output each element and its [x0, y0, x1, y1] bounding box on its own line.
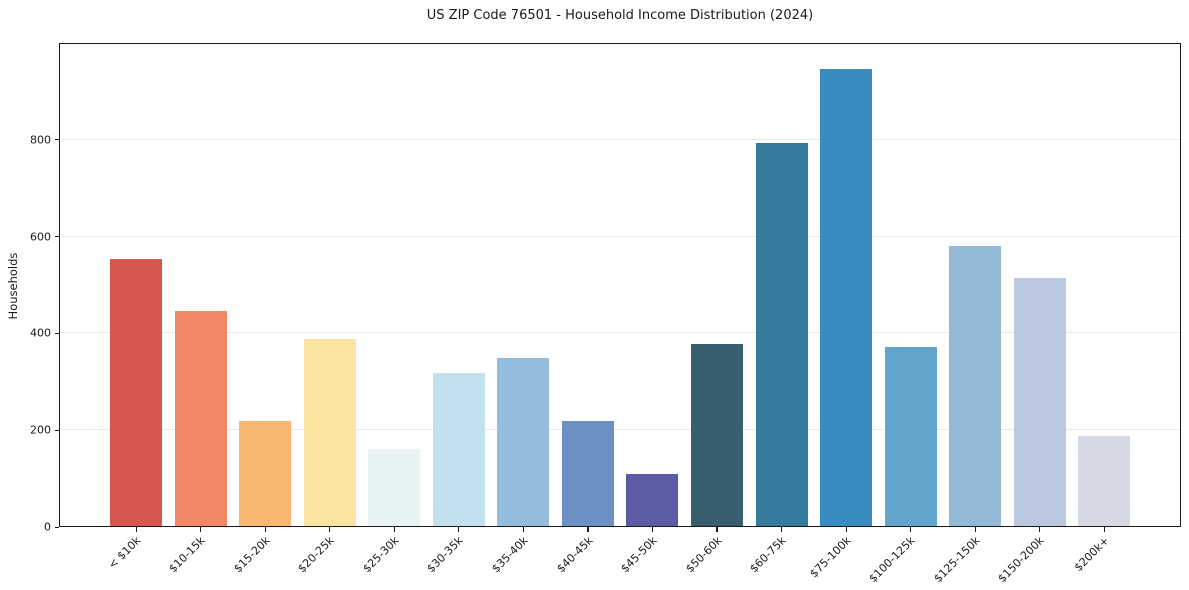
- x-tick-mark-9: [716, 527, 718, 532]
- x-tick-label-15-20k: $15-20k: [231, 534, 273, 576]
- chart-title: US ZIP Code 76501 - Household Income Dis…: [426, 8, 814, 23]
- bar-25-30k: [368, 449, 421, 526]
- x-tick-label-125-150k: $125-150k: [931, 534, 983, 586]
- bar-10k: [110, 258, 162, 526]
- bar-35-40k: [497, 358, 550, 526]
- x-tick-mark-11: [845, 527, 847, 532]
- y-tick-label-200: 200: [30, 423, 51, 437]
- x-tick-mark-7: [587, 527, 589, 532]
- x-tick-mark-13: [974, 527, 976, 532]
- x-tick-mark-15: [1103, 527, 1105, 532]
- y-axis-label: Households: [6, 252, 20, 320]
- y-tick-label-600: 600: [30, 230, 51, 244]
- bar-45-50k: [626, 473, 679, 526]
- gridline-y-400: [60, 332, 1180, 334]
- bar-200k: [1078, 435, 1131, 526]
- x-tick-mark-12: [910, 527, 912, 532]
- x-tick-label-10-15k: $10-15k: [166, 534, 208, 576]
- x-tick-mark-6: [522, 527, 524, 532]
- gridline-y-200: [60, 428, 1180, 430]
- x-tick-label-25-30k: $25-30k: [360, 534, 402, 576]
- x-tick-label-40-45k: $40-45k: [553, 534, 596, 576]
- x-tick-label-45-50k: $45-50k: [618, 534, 660, 576]
- x-tick-label-10k: < $10k: [105, 534, 144, 572]
- y-tick-mark-0: [55, 526, 59, 528]
- bar-40-45k: [561, 421, 614, 526]
- plot-area: [59, 43, 1181, 527]
- y-tick-label-0: 0: [44, 520, 51, 534]
- gridline-y-600: [60, 235, 1180, 237]
- bar-125-150k: [949, 246, 1002, 526]
- bar-10-15k: [174, 310, 227, 526]
- bar-20-25k: [303, 339, 356, 526]
- x-tick-label-30-35k: $30-35k: [424, 534, 466, 576]
- x-tick-mark-0: [135, 527, 137, 532]
- x-tick-label-60-75k: $60-75k: [747, 534, 789, 576]
- bar-30-35k: [432, 373, 485, 526]
- y-tick-label-400: 400: [30, 326, 51, 340]
- x-tick-mark-5: [458, 527, 460, 532]
- x-tick-mark-2: [264, 527, 266, 532]
- bar-75-100k: [820, 69, 873, 526]
- y-tick-label-800: 800: [30, 133, 51, 147]
- x-tick-mark-1: [200, 527, 202, 532]
- bar-150-200k: [1013, 278, 1066, 526]
- y-tick-mark-200: [55, 429, 59, 431]
- x-tick-label-20-25k: $20-25k: [295, 534, 337, 576]
- bar-15-20k: [239, 420, 292, 526]
- x-tick-label-75-100k: $75-100k: [807, 534, 854, 581]
- bar-60-75k: [755, 143, 808, 526]
- x-tick-label-200k: $200k+: [1071, 534, 1112, 575]
- y-tick-mark-600: [55, 236, 59, 238]
- bar-50-60k: [690, 343, 743, 526]
- x-tick-label-150-200k: $150-200k: [995, 534, 1047, 586]
- x-tick-mark-3: [329, 527, 331, 532]
- x-tick-label-35-40k: $35-40k: [489, 534, 531, 576]
- y-tick-mark-400: [55, 332, 59, 335]
- x-tick-mark-14: [1039, 527, 1041, 532]
- x-tick-mark-8: [651, 527, 654, 532]
- x-tick-mark-4: [393, 527, 395, 532]
- gridline-y-800: [60, 139, 1180, 141]
- bar-100-125k: [884, 347, 937, 526]
- x-tick-mark-10: [781, 527, 783, 532]
- x-tick-label-50-60k: $50-60k: [682, 534, 725, 576]
- y-tick-mark-800: [55, 139, 59, 141]
- x-tick-label-100-125k: $100-125k: [866, 534, 918, 586]
